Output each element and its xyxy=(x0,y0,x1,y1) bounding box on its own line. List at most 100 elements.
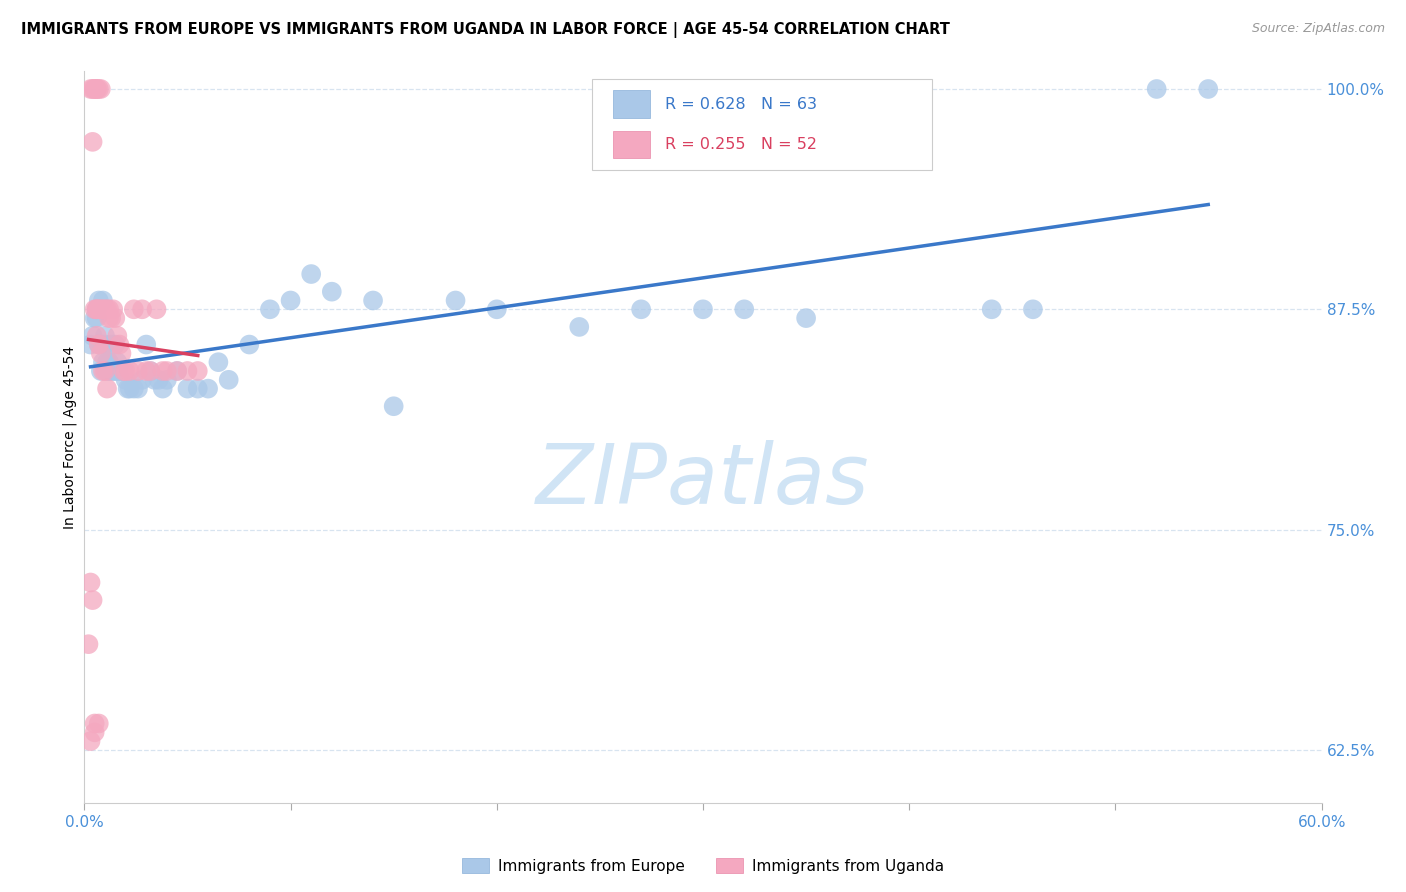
Point xyxy=(127,382,149,396)
Point xyxy=(83,311,105,326)
Point xyxy=(148,373,170,387)
Point xyxy=(96,382,118,396)
Point xyxy=(143,373,166,387)
Point xyxy=(87,337,110,351)
Point xyxy=(630,302,652,317)
Point xyxy=(98,311,121,326)
Point xyxy=(361,293,384,308)
Point xyxy=(87,302,110,317)
Point xyxy=(1146,82,1168,96)
Point xyxy=(122,302,145,317)
Point xyxy=(94,328,117,343)
Point xyxy=(91,293,114,308)
Point xyxy=(139,364,162,378)
Point xyxy=(96,302,118,317)
Point xyxy=(94,364,117,378)
Point xyxy=(112,364,135,378)
Point xyxy=(83,302,105,317)
Point xyxy=(118,382,141,396)
Point xyxy=(122,382,145,396)
Point xyxy=(94,337,117,351)
Point xyxy=(83,725,105,739)
Point xyxy=(82,82,104,96)
Point xyxy=(90,346,112,360)
Point xyxy=(98,302,121,317)
Point xyxy=(79,575,101,590)
Point xyxy=(131,373,153,387)
Point xyxy=(86,302,108,317)
Text: ZIPatlas: ZIPatlas xyxy=(536,441,870,522)
Point xyxy=(82,135,104,149)
Point xyxy=(83,82,105,96)
Point xyxy=(197,382,219,396)
Point xyxy=(187,364,209,378)
Point xyxy=(156,373,179,387)
Point xyxy=(176,364,198,378)
Text: R = 0.628   N = 63: R = 0.628 N = 63 xyxy=(665,96,817,112)
Point xyxy=(135,364,157,378)
Point xyxy=(156,364,179,378)
Point xyxy=(444,293,467,308)
Point xyxy=(108,337,131,351)
Point xyxy=(86,302,108,317)
Point xyxy=(86,311,108,326)
Point xyxy=(108,364,131,378)
Point xyxy=(96,364,118,378)
Point xyxy=(104,337,127,351)
Point xyxy=(127,364,149,378)
Point xyxy=(114,364,136,378)
Point xyxy=(135,337,157,351)
Point xyxy=(321,285,343,299)
Point xyxy=(299,267,322,281)
Point xyxy=(259,302,281,317)
Point xyxy=(114,373,136,387)
Point xyxy=(86,328,108,343)
Point xyxy=(87,337,110,351)
Point xyxy=(83,716,105,731)
Point xyxy=(87,293,110,308)
Point xyxy=(692,302,714,317)
Point xyxy=(77,637,100,651)
Point xyxy=(980,302,1002,317)
Point xyxy=(110,364,132,378)
Point xyxy=(86,82,108,96)
Point xyxy=(1022,302,1045,317)
Point xyxy=(94,302,117,317)
Point xyxy=(91,302,114,317)
Point xyxy=(105,364,128,378)
Point xyxy=(176,382,198,396)
FancyBboxPatch shape xyxy=(592,78,932,170)
Point xyxy=(87,82,110,96)
Point xyxy=(100,364,122,378)
Point xyxy=(100,311,122,326)
Point xyxy=(79,337,101,351)
Point xyxy=(86,302,108,317)
FancyBboxPatch shape xyxy=(613,131,650,159)
Point xyxy=(117,382,139,396)
Point xyxy=(166,364,188,378)
Point xyxy=(79,734,101,748)
Point xyxy=(218,373,240,387)
Point xyxy=(86,82,108,96)
Point xyxy=(152,382,174,396)
Point xyxy=(91,364,114,378)
Point xyxy=(794,311,817,326)
Point xyxy=(104,364,127,378)
Point xyxy=(98,364,121,378)
Point xyxy=(90,82,112,96)
Point xyxy=(139,364,162,378)
Text: R = 0.255   N = 52: R = 0.255 N = 52 xyxy=(665,137,817,152)
Point xyxy=(90,337,112,351)
Point xyxy=(145,302,167,317)
Point xyxy=(280,293,302,308)
Point xyxy=(187,382,209,396)
Point xyxy=(98,355,121,369)
Point xyxy=(105,328,128,343)
Point xyxy=(110,346,132,360)
Point xyxy=(131,302,153,317)
Point xyxy=(90,302,112,317)
Text: IMMIGRANTS FROM EUROPE VS IMMIGRANTS FROM UGANDA IN LABOR FORCE | AGE 45-54 CORR: IMMIGRANTS FROM EUROPE VS IMMIGRANTS FRO… xyxy=(21,22,950,38)
Point xyxy=(118,364,141,378)
Point xyxy=(91,355,114,369)
Point xyxy=(79,82,101,96)
